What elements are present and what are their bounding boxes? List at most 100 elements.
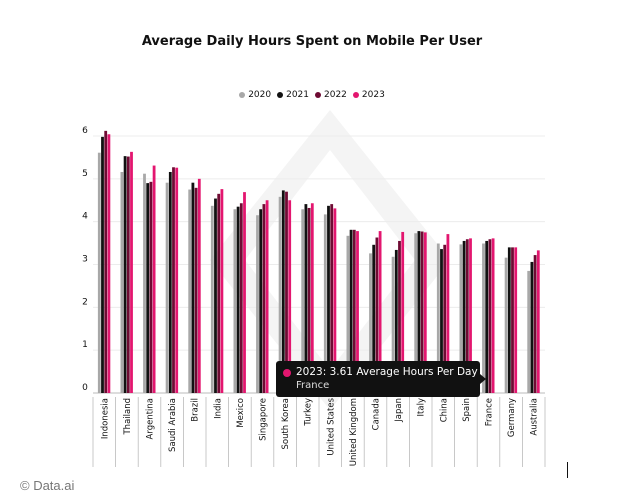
bar-2022-united-states: [330, 204, 334, 393]
bar-2023-argentina: [152, 165, 156, 393]
y-tick-label: 2: [82, 297, 88, 307]
bar-2023-italy: [423, 232, 427, 393]
bar-2020-south-korea: [278, 196, 282, 393]
y-tick-label: 3: [82, 255, 88, 265]
x-tick-label: United States: [326, 397, 336, 455]
bar-2022-france: [488, 239, 492, 393]
chart-title: Average Daily Hours Spent on Mobile Per …: [141, 34, 483, 49]
bar-2020-japan: [391, 256, 395, 393]
legend-dot-icon: [239, 91, 246, 98]
legend-item-2023[interactable]: 2023: [352, 90, 385, 100]
bar-2022-spain: [465, 239, 469, 393]
x-tick-label: Indonesia: [100, 398, 110, 439]
tooltip-series-dot: [283, 369, 291, 377]
bar-2023-saudi-arabia: [175, 167, 179, 393]
tooltip: 2023: 3.61 Average Hours Per Day France: [276, 361, 486, 397]
bar-2021-thailand: [123, 156, 127, 393]
bar-2022-germany: [511, 247, 514, 393]
source-credit: © Data.ai: [20, 478, 75, 493]
bar-2023-australia: [536, 250, 540, 393]
bar-2022-united-kingdom: [352, 229, 356, 393]
x-tick-label: Argentina: [146, 398, 156, 439]
bar-2020-australia: [527, 270, 531, 393]
x-tick-label: Thailand: [123, 398, 133, 436]
x-tick-label: South Korea: [281, 398, 291, 450]
bar-2020-france: [482, 243, 485, 393]
x-tick-label: United Kingdom: [349, 398, 359, 466]
bar-2020-brazil: [188, 189, 192, 393]
y-tick-label: 0: [82, 383, 88, 393]
x-tick-label: France: [485, 398, 495, 426]
bar-2021-china: [440, 249, 443, 393]
text-cursor: [567, 462, 568, 478]
bar-2021-france: [485, 240, 489, 393]
bar-2020-canada: [369, 253, 372, 393]
legend-label: 2021: [286, 90, 309, 100]
y-tick-label: 4: [82, 212, 88, 222]
bar-2021-japan: [394, 249, 398, 393]
bar-2023-japan: [401, 231, 405, 393]
bar-2023-france: [491, 238, 495, 393]
bar-2020-turkey: [301, 209, 305, 393]
bar-2022-brazil: [194, 187, 198, 393]
bar-2022-singapore: [262, 204, 266, 393]
y-tick-label: 1: [82, 340, 88, 350]
bar-2020-china: [436, 243, 440, 393]
bar-2022-italy: [420, 231, 424, 393]
bar-2021-mexico: [236, 206, 240, 393]
bar-2023-canada: [378, 231, 382, 393]
bar-2022-india: [217, 193, 221, 393]
watermark-logo: [210, 110, 450, 410]
bar-2021-india: [214, 198, 217, 393]
bar-2023-indonesia: [107, 134, 111, 393]
bar-2020-saudi-arabia: [165, 182, 169, 393]
bar-2021-turkey: [304, 204, 308, 393]
y-tick-label: 5: [82, 169, 88, 179]
bar-2023-united-kingdom: [356, 231, 359, 393]
legend-item-2021[interactable]: 2021: [277, 90, 309, 100]
legend: 2020 2021 2022 2023: [0, 90, 624, 100]
bar-2021-canada: [372, 244, 376, 393]
x-tick-label: Turkey: [304, 398, 314, 427]
bar-2022-thailand: [126, 156, 130, 393]
legend-dot-icon: [277, 91, 284, 98]
bar-2021-spain: [462, 240, 466, 393]
bar-2020-thailand: [120, 171, 124, 393]
legend-label: 2022: [324, 90, 347, 100]
legend-item-2020[interactable]: 2020: [239, 90, 271, 100]
legend-dot-icon: [315, 91, 321, 98]
bar-2021-united-kingdom: [349, 229, 353, 393]
x-tick-label: Australia: [530, 398, 540, 436]
x-tick-label: Brazil: [191, 398, 201, 422]
bar-2023-turkey: [310, 203, 314, 393]
bar-2022-turkey: [307, 207, 311, 393]
x-tick-label: Japan: [394, 398, 404, 423]
bar-2020-united-kingdom: [346, 235, 350, 393]
bar-2023-germany: [514, 247, 518, 393]
legend-item-2022[interactable]: 2022: [315, 90, 347, 100]
bar-2023-singapore: [265, 200, 269, 393]
bar-2021-italy: [417, 231, 421, 393]
bar-2021-singapore: [259, 209, 263, 393]
bar-2021-brazil: [191, 182, 195, 393]
y-tick-label: 6: [82, 126, 88, 136]
bar-2022-indonesia: [104, 130, 108, 394]
bar-2020-indonesia: [97, 152, 101, 393]
bar-2020-argentina: [143, 173, 146, 393]
bar-2021-saudi-arabia: [168, 171, 172, 393]
bar-2023-thailand: [130, 151, 133, 393]
bar-2022-saudi-arabia: [172, 167, 175, 393]
bar-2020-mexico: [233, 209, 237, 393]
legend-dot-icon: [352, 91, 359, 98]
bar-2020-india: [210, 205, 214, 393]
x-tick-label: Singapore: [259, 398, 269, 441]
x-tick-label: Italy: [417, 398, 427, 416]
bar-2022-south-korea: [285, 191, 288, 393]
x-tick-label: Mexico: [236, 398, 246, 428]
bar-2020-united-states: [323, 214, 327, 393]
bar-2023-india: [220, 189, 224, 393]
x-tick-label: Germany: [507, 398, 517, 437]
legend-label: 2023: [361, 90, 385, 100]
x-tick-label: India: [213, 398, 223, 419]
